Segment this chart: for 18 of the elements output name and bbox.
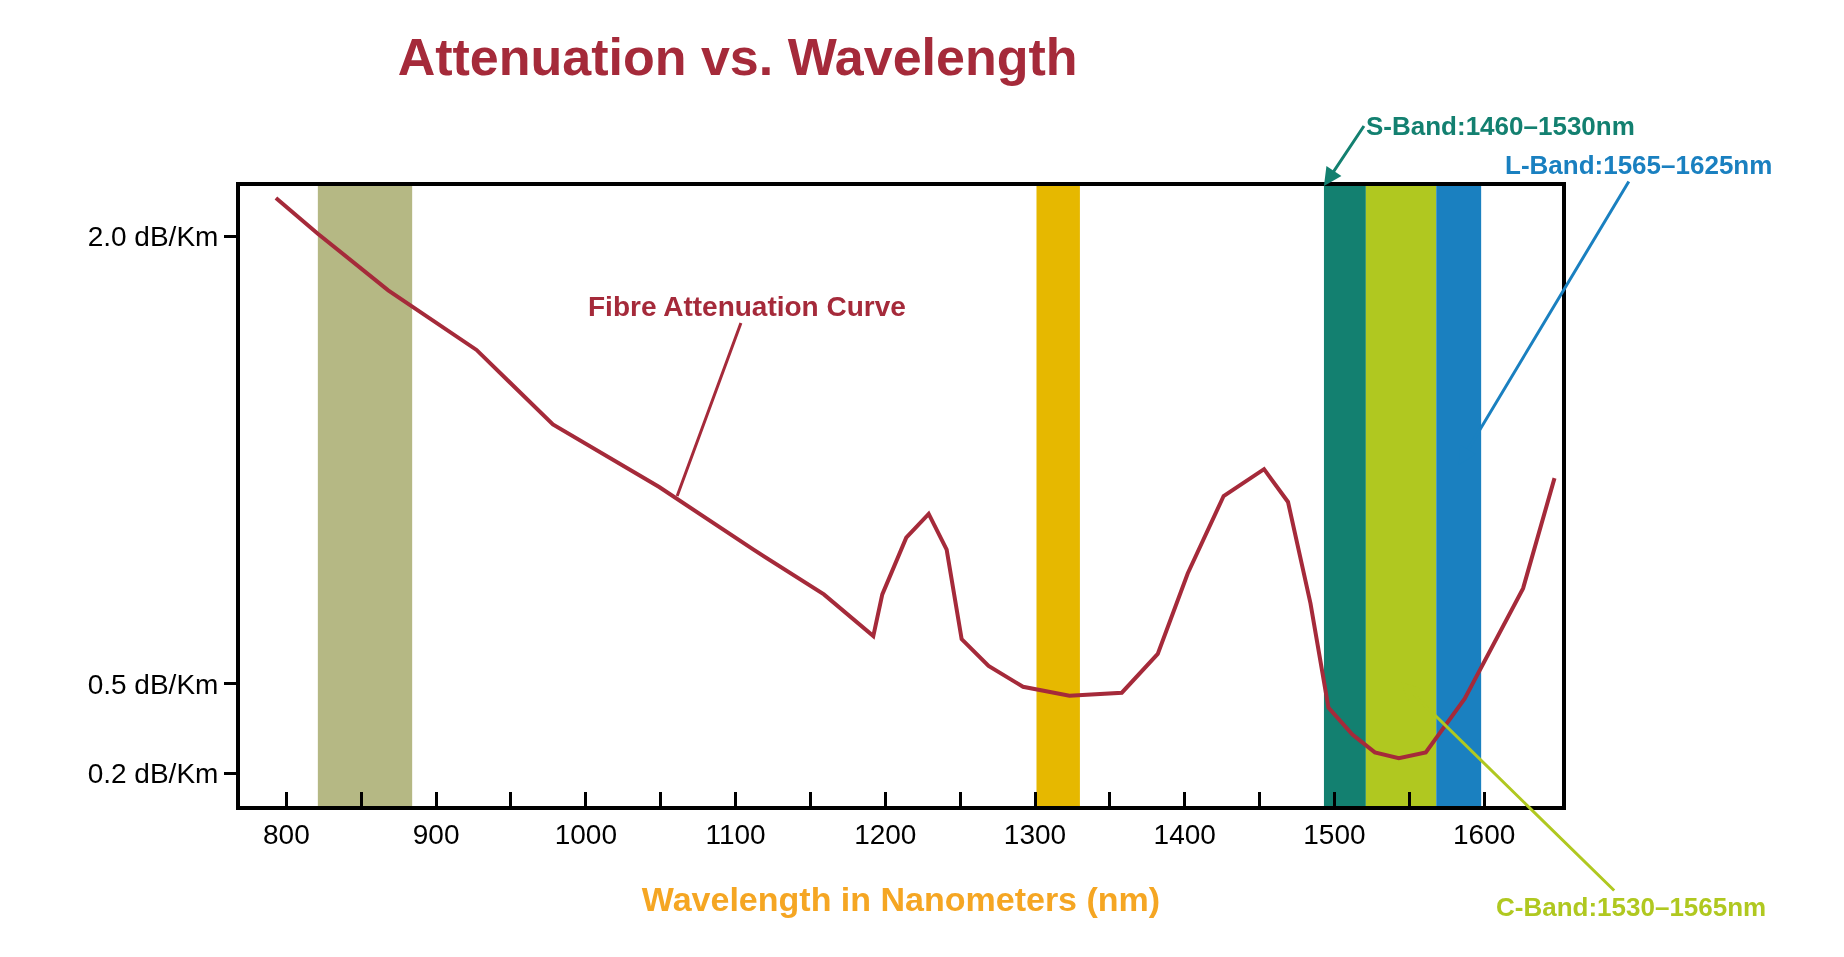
band-label: C-Band:1530–1565nm	[1496, 892, 1767, 922]
y-tick-label: 2.0 dB/Km	[87, 221, 219, 253]
band-label: S-Band:1460–1530nm	[1366, 111, 1635, 141]
chart-title: Attenuation vs. Wavelength	[397, 27, 1078, 86]
x-axis-title: Wavelength in Nanometers (nm)	[641, 880, 1161, 919]
x-tick-label: 1400	[1153, 818, 1216, 850]
x-tick-label: 900	[412, 818, 460, 850]
band-label: L-Band:1565–1625nm	[1505, 150, 1773, 180]
x-tick-label: 1500	[1303, 818, 1366, 850]
x-tick-label: 1200	[854, 818, 917, 850]
x-tick-label: 1100	[705, 818, 766, 850]
annotation: Fibre Attenuation Curve	[588, 291, 906, 322]
y-tick-label: 0.2 dB/Km	[87, 758, 219, 790]
x-tick-label: 1300	[1003, 818, 1067, 850]
x-tick-label: 1600	[1453, 818, 1516, 850]
x-tick-label: 800	[263, 818, 310, 850]
x-tick-label: 1000	[554, 818, 617, 850]
y-tick-label: 0.5 dB/Km	[87, 668, 219, 700]
